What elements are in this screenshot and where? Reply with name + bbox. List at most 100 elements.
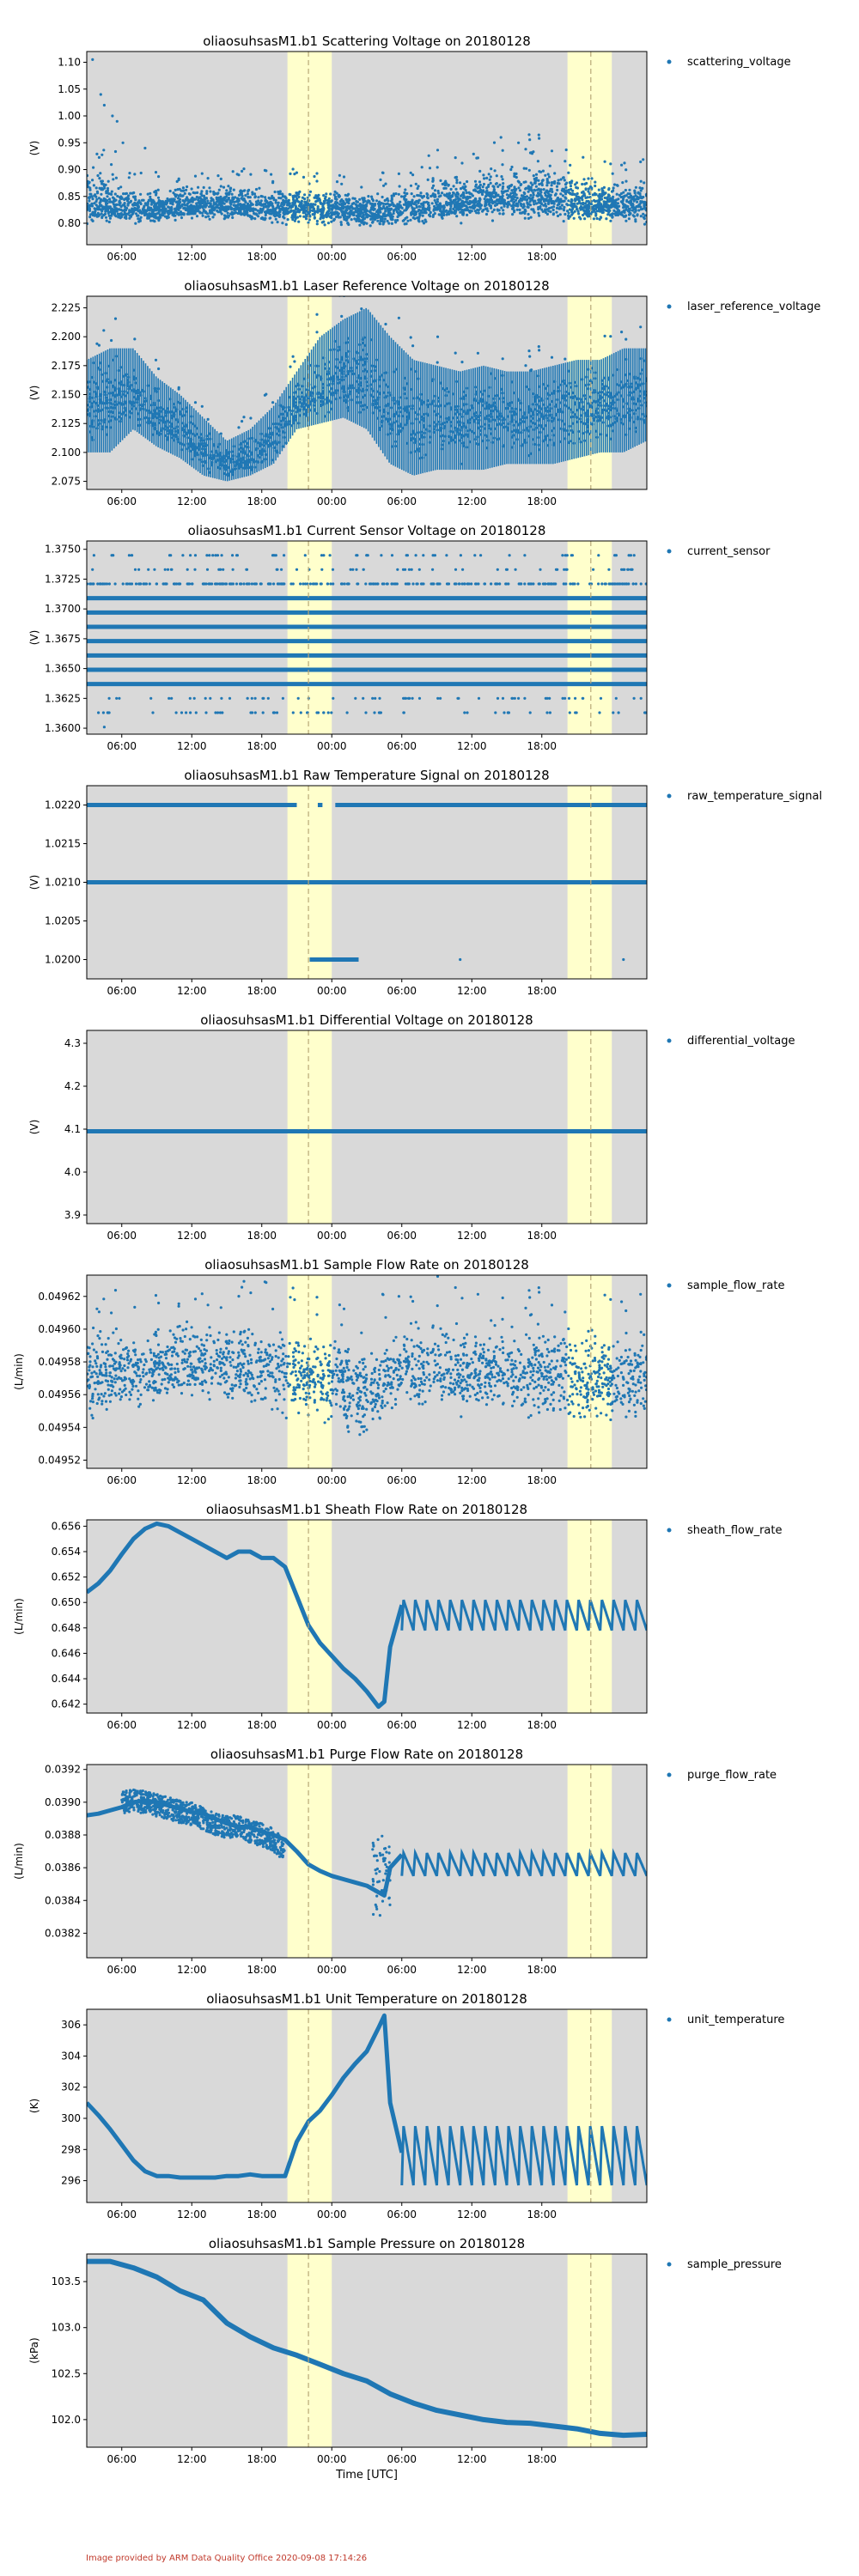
y-tick-label: 1.3700 [45, 603, 81, 615]
y-tick-label: 0.0384 [45, 1894, 81, 1906]
x-tick-label: 12:00 [177, 2453, 207, 2465]
x-tick-label: 18:00 [527, 1964, 557, 1976]
x-tick-label: 06:00 [107, 1964, 137, 1976]
x-tick-label: 18:00 [247, 1230, 277, 1242]
legend-marker [667, 304, 672, 309]
chart-title: oliaosuhsasM1.b1 Sample Flow Rate on 201… [204, 1257, 529, 1273]
x-tick-label: 18:00 [527, 740, 557, 752]
plot-frame [86, 2253, 648, 2448]
x-tick-label: 06:00 [107, 1230, 137, 1242]
y-tick-label: 2.125 [52, 417, 81, 429]
y-tick-label: 2.075 [52, 476, 81, 488]
legend-marker [667, 1038, 672, 1043]
legend-label: sheath_flow_rate [687, 1524, 783, 1537]
chart-panel-8: oliaosuhsasM1.b1 Unit Temperature on 201… [28, 1991, 784, 2221]
x-tick-label: 12:00 [177, 495, 207, 507]
y-tick-label: 0.0386 [45, 1862, 81, 1874]
y-axis-label: (V) [28, 630, 40, 646]
y-tick-label: 1.00 [58, 110, 81, 122]
y-axis-label: (L/min) [13, 1353, 25, 1390]
chart-title: oliaosuhsasM1.b1 Raw Temperature Signal … [184, 768, 549, 783]
series-oscillation [400, 1848, 647, 1877]
x-tick-label: 06:00 [387, 1719, 417, 1731]
x-tick-label: 18:00 [527, 495, 557, 507]
x-tick-label: 06:00 [387, 985, 417, 997]
x-tick-label: 12:00 [457, 2453, 487, 2465]
x-tick-label: 18:00 [527, 2453, 557, 2465]
highlight-band [287, 1765, 332, 1958]
x-tick-label: 18:00 [247, 2453, 277, 2465]
plot-frame [86, 1274, 648, 1469]
y-tick-label: 0.95 [58, 137, 81, 149]
scatter-points [87, 1275, 647, 1437]
chart-panel-0: oliaosuhsasM1.b1 Scattering Voltage on 2… [28, 33, 791, 263]
x-tick-label: 06:00 [387, 1964, 417, 1976]
highlight-band [287, 1520, 332, 1713]
x-tick-label: 18:00 [527, 1474, 557, 1486]
chart-panel-1: oliaosuhsasM1.b1 Laser Reference Voltage… [28, 278, 820, 507]
y-tick-label: 103.5 [52, 2275, 81, 2287]
plot-background [87, 1765, 647, 1958]
x-tick-label: 18:00 [247, 251, 277, 263]
y-tick-label: 298 [61, 2143, 81, 2155]
y-tick-label: 102.5 [52, 2367, 81, 2379]
x-tick-label: 18:00 [247, 495, 277, 507]
y-tick-label: 1.0210 [45, 877, 81, 889]
data-points [87, 554, 647, 729]
legend-label: differential_voltage [687, 1035, 795, 1048]
x-tick-label: 06:00 [387, 2453, 417, 2465]
x-tick-label: 12:00 [177, 1474, 207, 1486]
x-tick-label: 12:00 [177, 1230, 207, 1242]
y-tick-label: 0.04956 [38, 1388, 81, 1400]
chart-title: oliaosuhsasM1.b1 Purge Flow Rate on 2018… [210, 1747, 523, 1762]
x-tick-label: 12:00 [457, 495, 487, 507]
plot-frame [86, 1030, 648, 1224]
x-tick-label: 06:00 [387, 1230, 417, 1242]
y-tick-label: 0.644 [52, 1673, 81, 1685]
x-tick-label: 12:00 [457, 251, 487, 263]
y-tick-label: 0.0390 [45, 1796, 81, 1808]
x-tick-label: 06:00 [387, 1474, 417, 1486]
chart-title: oliaosuhsasM1.b1 Sample Pressure on 2018… [209, 2236, 525, 2251]
data-points [87, 803, 647, 962]
plot-background [87, 2254, 647, 2447]
x-tick-label: 00:00 [317, 985, 347, 997]
y-axis-label: (V) [28, 386, 40, 401]
y-tick-label: 0.654 [52, 1546, 81, 1558]
y-tick-label: 4.2 [64, 1080, 81, 1092]
x-tick-label: 00:00 [317, 251, 347, 263]
y-tick-label: 1.05 [58, 83, 81, 95]
x-tick-label: 06:00 [107, 985, 137, 997]
chart-panel-7: oliaosuhsasM1.b1 Purge Flow Rate on 2018… [13, 1747, 777, 1976]
legend-marker [667, 2017, 672, 2022]
x-tick-label: 00:00 [317, 2453, 347, 2465]
y-tick-label: 0.656 [52, 1520, 81, 1532]
data-points [87, 1521, 647, 1710]
y-tick-label: 0.04952 [38, 1454, 81, 1466]
y-tick-label: 0.642 [52, 1698, 81, 1710]
legend-label: raw_temperature_signal [687, 790, 822, 803]
y-tick-label: 1.3600 [45, 722, 81, 734]
x-tick-label: 12:00 [457, 1719, 487, 1731]
x-tick-label: 12:00 [457, 1474, 487, 1486]
x-tick-label: 12:00 [457, 1230, 487, 1242]
legend-label: scattering_voltage [687, 56, 791, 69]
legend-marker [667, 1528, 672, 1533]
plot-frame [86, 1519, 648, 1714]
x-tick-label: 06:00 [107, 1474, 137, 1486]
data-points [87, 2013, 647, 2186]
y-axis-label: (L/min) [13, 1843, 25, 1880]
x-tick-label: 12:00 [457, 985, 487, 997]
x-tick-label: 00:00 [317, 2208, 347, 2221]
series-oscillation [400, 2125, 647, 2186]
data-points [87, 58, 647, 228]
x-tick-label: 00:00 [317, 495, 347, 507]
chart-title: oliaosuhsasM1.b1 Current Sensor Voltage … [188, 523, 546, 538]
plot-frame [86, 295, 648, 490]
legend-label: unit_temperature [687, 2014, 784, 2026]
y-tick-label: 1.0215 [45, 838, 81, 850]
data-points [87, 1788, 647, 1917]
chart-panel-5: oliaosuhsasM1.b1 Sample Flow Rate on 201… [13, 1257, 784, 1486]
x-tick-label: 06:00 [107, 2453, 137, 2465]
